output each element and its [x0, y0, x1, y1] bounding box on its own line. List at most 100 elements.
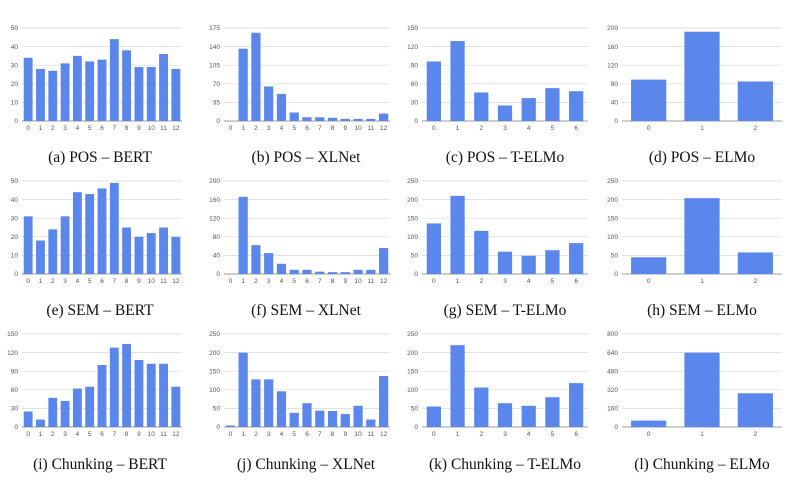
- bar: [72, 388, 82, 427]
- y-tick-label: 50: [11, 25, 19, 32]
- bar: [497, 403, 513, 427]
- bar: [379, 376, 389, 427]
- bar: [238, 196, 248, 274]
- bar: [684, 198, 720, 274]
- bar: [684, 352, 720, 427]
- x-tick-label: 1: [241, 278, 245, 285]
- chart-caption: (j) Chunking – XLNet: [236, 456, 376, 473]
- x-tick-label: 3: [267, 278, 271, 285]
- bar: [450, 345, 465, 427]
- bar: [23, 57, 33, 121]
- y-tick-label: 150: [607, 215, 618, 222]
- bar: [366, 118, 376, 121]
- y-tick-label: 80: [611, 81, 619, 88]
- bar: [134, 236, 144, 274]
- bar: [497, 105, 513, 121]
- y-tick-label: 800: [607, 331, 618, 338]
- x-tick-label: 5: [551, 278, 555, 285]
- y-tick-label: 90: [11, 368, 19, 375]
- bar: [264, 253, 274, 274]
- y-tick-label: 0: [414, 424, 418, 431]
- y-tick-label: 175: [209, 25, 220, 32]
- bar: [85, 194, 95, 274]
- x-tick-label: 1: [39, 278, 43, 285]
- bar: [379, 247, 389, 274]
- bar: [171, 236, 181, 274]
- x-tick-label: 1: [456, 125, 460, 132]
- bar: [238, 352, 248, 427]
- y-tick-label: 0: [614, 118, 618, 125]
- bar: [134, 67, 144, 121]
- chart-caption: (f) SEM – XLNet: [251, 302, 361, 319]
- bar: [474, 230, 489, 274]
- bar: [426, 223, 441, 274]
- bar: [134, 360, 144, 427]
- bar: [545, 88, 560, 121]
- x-tick-label: 0: [26, 125, 30, 132]
- x-tick-label: 3: [503, 125, 507, 132]
- bar: [569, 243, 584, 274]
- bar: [171, 386, 181, 427]
- x-tick-label: 1: [700, 125, 704, 132]
- y-tick-label: 50: [411, 253, 419, 260]
- y-tick-label: 0: [414, 271, 418, 278]
- y-tick-label: 30: [11, 406, 19, 413]
- bar: [315, 271, 325, 274]
- bar: [289, 112, 299, 121]
- x-tick-label: 3: [63, 125, 67, 132]
- y-tick-label: 70: [213, 81, 221, 88]
- chart-caption: (b) POS – XLNet: [251, 149, 361, 166]
- x-tick-label: 7: [112, 278, 116, 285]
- bar: [23, 411, 33, 427]
- bar: [737, 393, 773, 427]
- y-tick-label: 250: [209, 331, 220, 338]
- chart-panel: 0 160 320 480 640 800 0 1 2: [600, 328, 786, 439]
- x-tick-label: 1: [456, 278, 460, 285]
- bar: [340, 118, 350, 121]
- bar: [146, 363, 156, 427]
- bar-chart: 0 40 80 120 160 200 0 1 2: [607, 25, 782, 132]
- x-tick-label: 5: [88, 278, 92, 285]
- y-tick-label: 160: [209, 197, 220, 204]
- chart-panel: 0 35 70 105 140 175 0 1 2 3 4 5 6 7 8 9 10 11 12: [202, 22, 394, 133]
- y-tick-label: 0: [14, 118, 18, 125]
- x-tick-label: 4: [527, 125, 531, 132]
- chart-caption: (c) POS – T-ELMo: [445, 149, 565, 166]
- x-tick-label: 3: [267, 125, 271, 132]
- x-tick-label: 2: [479, 431, 483, 438]
- x-tick-label: 5: [551, 125, 555, 132]
- x-tick-label: 1: [241, 431, 245, 438]
- y-tick-label: 50: [11, 178, 19, 185]
- y-tick-label: 0: [614, 424, 618, 431]
- bar: [276, 263, 287, 274]
- x-tick-label: 5: [292, 125, 296, 132]
- bar: [521, 98, 536, 121]
- x-tick-label: 10: [354, 431, 362, 438]
- bar: [109, 182, 119, 274]
- bar: [521, 255, 536, 274]
- bar: [276, 93, 287, 121]
- bar: [159, 54, 168, 121]
- x-tick-label: 6: [574, 431, 578, 438]
- chart-caption: (k) Chunking – T-ELMo: [429, 456, 581, 473]
- x-tick-label: 11: [160, 431, 167, 438]
- x-tick-label: 6: [305, 278, 309, 285]
- y-tick-label: 80: [213, 234, 221, 241]
- x-tick-label: 7: [318, 125, 322, 132]
- x-tick-label: 1: [39, 431, 43, 438]
- x-tick-label: 1: [456, 431, 460, 438]
- bar: [109, 39, 119, 121]
- x-tick-label: 0: [432, 278, 436, 285]
- x-tick-label: 2: [254, 431, 258, 438]
- x-tick-label: 11: [367, 431, 374, 438]
- y-tick-label: 0: [216, 271, 220, 278]
- y-tick-label: 10: [11, 253, 19, 260]
- bar: [289, 269, 299, 274]
- bar: [159, 363, 168, 427]
- bar: [426, 61, 441, 121]
- x-tick-label: 9: [137, 125, 141, 132]
- bar: [264, 379, 274, 427]
- chart-caption: (l) Chunking – ELMo: [634, 456, 770, 473]
